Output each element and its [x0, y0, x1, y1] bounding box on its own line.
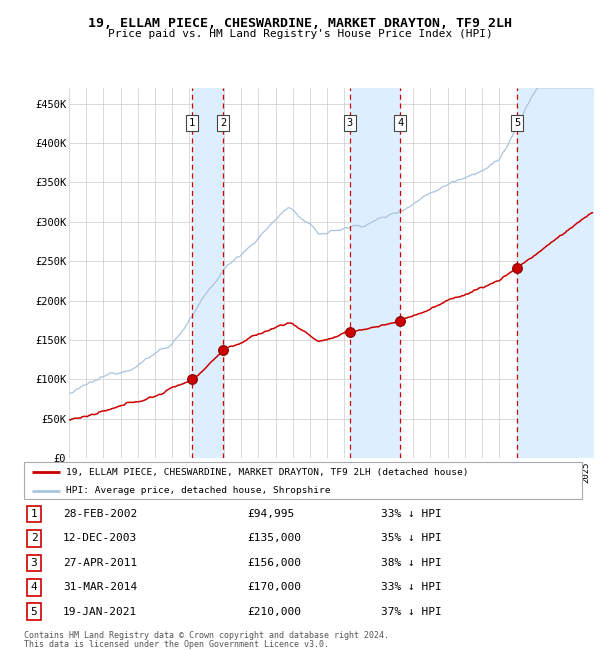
Text: 3: 3 — [31, 558, 37, 568]
Text: This data is licensed under the Open Government Licence v3.0.: This data is licensed under the Open Gov… — [24, 640, 329, 649]
Text: 38% ↓ HPI: 38% ↓ HPI — [381, 558, 442, 568]
Text: 27-APR-2011: 27-APR-2011 — [63, 558, 137, 568]
Text: 4: 4 — [397, 118, 403, 128]
Text: 1: 1 — [31, 509, 37, 519]
Text: Contains HM Land Registry data © Crown copyright and database right 2024.: Contains HM Land Registry data © Crown c… — [24, 630, 389, 640]
Text: HPI: Average price, detached house, Shropshire: HPI: Average price, detached house, Shro… — [66, 486, 331, 495]
Text: 19-JAN-2021: 19-JAN-2021 — [63, 607, 137, 617]
Text: 33% ↓ HPI: 33% ↓ HPI — [381, 582, 442, 592]
Text: 19, ELLAM PIECE, CHESWARDINE, MARKET DRAYTON, TF9 2LH (detached house): 19, ELLAM PIECE, CHESWARDINE, MARKET DRA… — [66, 467, 469, 476]
Text: 2: 2 — [31, 534, 37, 543]
Text: £210,000: £210,000 — [247, 607, 301, 617]
FancyBboxPatch shape — [24, 462, 582, 499]
Bar — [517, 88, 594, 458]
Text: 1: 1 — [189, 118, 196, 128]
Text: 3: 3 — [347, 118, 353, 128]
Text: 5: 5 — [31, 607, 37, 617]
Text: £156,000: £156,000 — [247, 558, 301, 568]
Bar — [192, 88, 223, 458]
Text: 5: 5 — [514, 118, 521, 128]
Text: £135,000: £135,000 — [247, 534, 301, 543]
Text: 37% ↓ HPI: 37% ↓ HPI — [381, 607, 442, 617]
Bar — [350, 88, 400, 458]
Text: 4: 4 — [31, 582, 37, 592]
Text: 19, ELLAM PIECE, CHESWARDINE, MARKET DRAYTON, TF9 2LH: 19, ELLAM PIECE, CHESWARDINE, MARKET DRA… — [88, 17, 512, 30]
Text: 2: 2 — [220, 118, 226, 128]
Text: 28-FEB-2002: 28-FEB-2002 — [63, 509, 137, 519]
Text: 35% ↓ HPI: 35% ↓ HPI — [381, 534, 442, 543]
Text: £94,995: £94,995 — [247, 509, 295, 519]
Text: Price paid vs. HM Land Registry's House Price Index (HPI): Price paid vs. HM Land Registry's House … — [107, 29, 493, 39]
Text: 12-DEC-2003: 12-DEC-2003 — [63, 534, 137, 543]
Text: 33% ↓ HPI: 33% ↓ HPI — [381, 509, 442, 519]
Text: £170,000: £170,000 — [247, 582, 301, 592]
Text: 31-MAR-2014: 31-MAR-2014 — [63, 582, 137, 592]
